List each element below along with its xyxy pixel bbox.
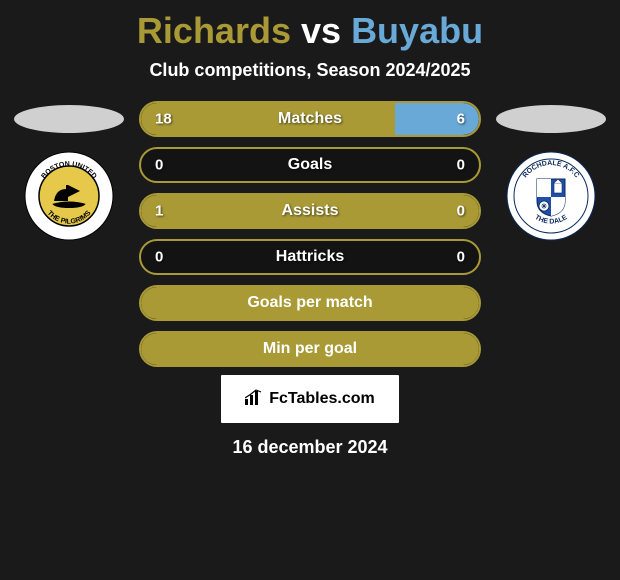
page-title: Richards vs Buyabu bbox=[0, 0, 620, 52]
left-club-badge: BOSTON UNITED THE PILGRIMS bbox=[24, 151, 114, 241]
title-vs: vs bbox=[301, 10, 341, 51]
bar-fill-left bbox=[141, 103, 395, 135]
stat-bar-matches: 18 6 Matches bbox=[139, 101, 481, 137]
stat-bar-goals: 0 0 Goals bbox=[139, 147, 481, 183]
fctables-label: FcTables.com bbox=[269, 390, 375, 408]
stat-bar-hattricks: 0 0 Hattricks bbox=[139, 239, 481, 275]
bar-label: Goals per match bbox=[247, 294, 372, 312]
right-club-badge: ROCHDALE A.F.C THE DALE bbox=[506, 151, 596, 241]
stat-bar-assists: 1 0 Assists bbox=[139, 193, 481, 229]
bar-value-right: 6 bbox=[457, 111, 465, 128]
bar-label: Hattricks bbox=[276, 248, 344, 266]
stat-bar-goals-per-match: Goals per match bbox=[139, 285, 481, 321]
right-player-ellipse bbox=[496, 105, 606, 133]
chart-bars-icon bbox=[245, 389, 263, 410]
boston-united-crest-icon: BOSTON UNITED THE PILGRIMS bbox=[24, 151, 114, 241]
left-player-ellipse bbox=[14, 105, 124, 133]
stat-bar-min-per-goal: Min per goal bbox=[139, 331, 481, 367]
bar-label: Assists bbox=[282, 202, 339, 220]
bar-fill-right bbox=[395, 103, 480, 135]
comparison-bars: 18 6 Matches 0 0 Goals 1 0 Assists 0 0 Hattricks Goa… bbox=[139, 101, 481, 367]
bar-label: Matches bbox=[278, 110, 342, 128]
date-label: 16 december 2024 bbox=[0, 437, 620, 458]
left-side: BOSTON UNITED THE PILGRIMS bbox=[9, 101, 129, 241]
bar-value-right: 0 bbox=[457, 157, 465, 174]
bar-label: Goals bbox=[288, 156, 332, 174]
fctables-watermark: FcTables.com bbox=[221, 375, 399, 423]
bar-value-left: 0 bbox=[155, 157, 163, 174]
comparison-content: BOSTON UNITED THE PILGRIMS 18 6 Matches 0 0 G… bbox=[0, 101, 620, 367]
bar-value-left: 18 bbox=[155, 111, 172, 128]
bar-value-left: 0 bbox=[155, 249, 163, 266]
bar-value-right: 0 bbox=[457, 249, 465, 266]
bar-value-left: 1 bbox=[155, 203, 163, 220]
title-player2: Buyabu bbox=[351, 10, 483, 51]
subtitle: Club competitions, Season 2024/2025 bbox=[0, 60, 620, 81]
bar-value-right: 0 bbox=[457, 203, 465, 220]
title-player1: Richards bbox=[137, 10, 291, 51]
rochdale-afc-crest-icon: ROCHDALE A.F.C THE DALE bbox=[506, 151, 596, 241]
bar-label: Min per goal bbox=[263, 340, 357, 358]
right-side: ROCHDALE A.F.C THE DALE bbox=[491, 101, 611, 241]
